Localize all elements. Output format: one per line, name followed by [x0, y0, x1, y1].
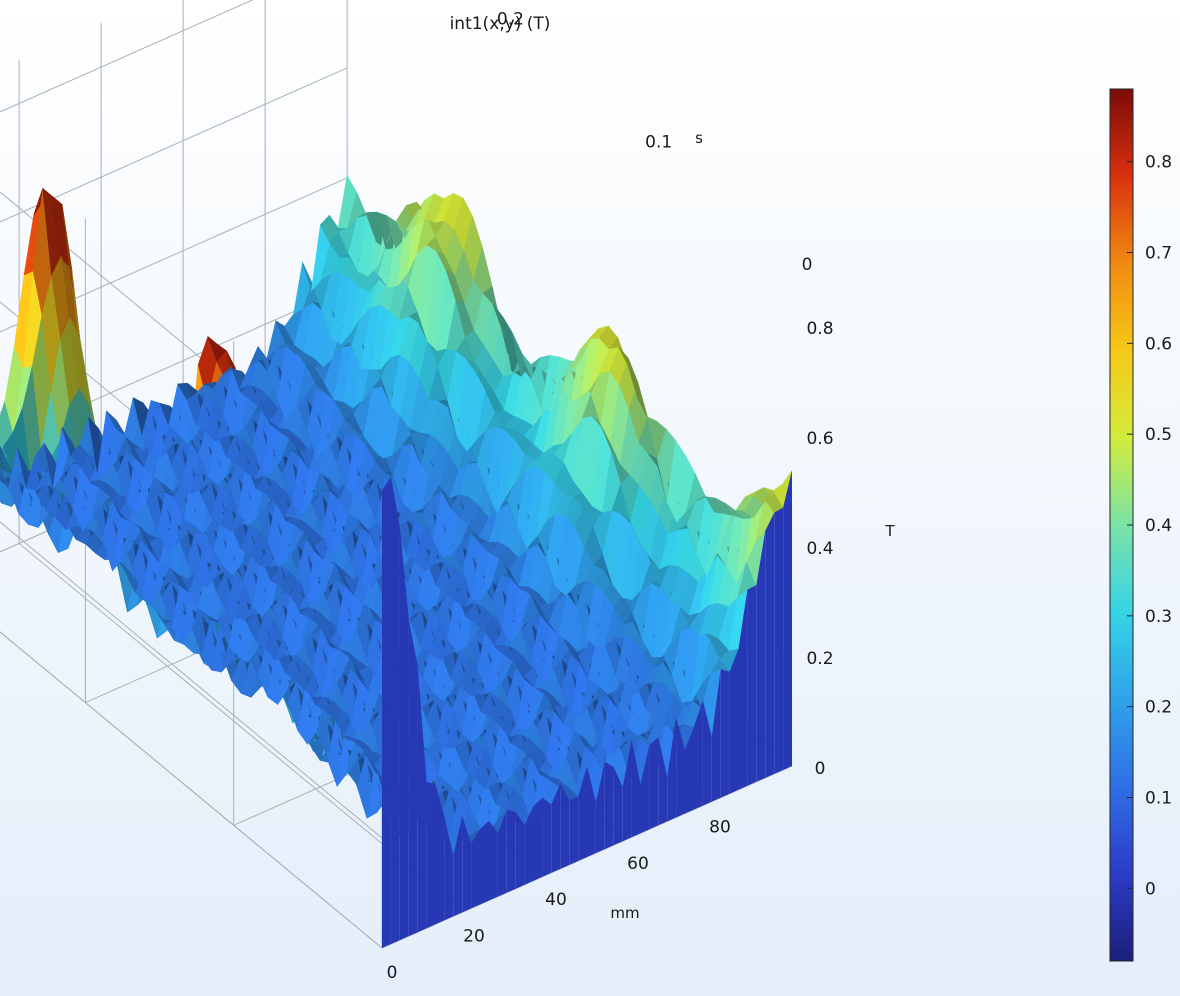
surface-front-skirt — [676, 717, 685, 818]
colorbar-tick-label: 0.7 — [1145, 244, 1172, 264]
surface-front-skirt — [497, 809, 507, 897]
surface-front-skirt — [613, 767, 623, 846]
colorbar-tick-label: 0.3 — [1145, 607, 1172, 627]
surface-front-skirt — [408, 618, 418, 937]
chart-title: int1(x,y) (T) — [450, 14, 551, 34]
surface-front-skirt — [649, 737, 659, 830]
surface-front-skirt — [729, 648, 739, 794]
colorbar-tick-label: 0.4 — [1145, 516, 1172, 536]
surface-front-skirt — [569, 796, 579, 865]
surface-front-skirt — [711, 669, 721, 802]
surface-front-skirt — [489, 820, 498, 901]
surface-front-skirt — [399, 526, 409, 941]
grid-line-floor — [0, 631, 383, 949]
x-tick-label: 80 — [709, 817, 731, 837]
surface-front-skirt — [444, 816, 454, 921]
surface-front-skirt — [738, 589, 748, 790]
surface-front-skirt — [720, 669, 730, 798]
y-tick-label: 0 — [802, 255, 813, 275]
surface-front-skirt — [462, 816, 472, 913]
grid-line-back-wall — [0, 521, 383, 839]
surface-front-skirt — [524, 806, 534, 885]
surface-front-skirt — [453, 816, 463, 917]
surface-front-skirt — [783, 470, 792, 770]
surface-front-skirt — [533, 797, 543, 881]
x-tick-label: 20 — [463, 927, 485, 947]
surface-front-skirt — [506, 809, 516, 893]
z-tick-label: 0.6 — [806, 429, 833, 449]
colorbar-tick-label: 0 — [1145, 879, 1156, 899]
surface-front-skirt — [631, 739, 641, 838]
surface-front-skirt — [417, 666, 427, 933]
surface-front-skirt — [578, 766, 587, 861]
x-axis-label: mm — [610, 904, 639, 922]
surface-front-skirt — [622, 739, 632, 842]
surface-mesh — [0, 174, 793, 948]
z-tick-label: 0 — [815, 759, 826, 779]
surface-front-skirt — [595, 761, 605, 853]
surface-front-skirt — [426, 781, 436, 929]
z-tick-label: 0.8 — [806, 319, 833, 339]
colorbar-tick-label: 0.1 — [1145, 789, 1172, 809]
z-axis-label: T — [884, 522, 895, 540]
surface-front-skirt — [604, 761, 614, 850]
z-tick-label: 0.2 — [806, 649, 833, 669]
surface-front-skirt — [667, 717, 677, 822]
z-tick-label: 0.4 — [806, 539, 833, 559]
surface-front-skirt — [658, 737, 668, 826]
surface-front-skirt — [765, 512, 775, 778]
surface-front-skirt — [747, 585, 757, 786]
colorbar-tick-label: 0.5 — [1145, 425, 1172, 445]
grid-line-side-wall — [0, 0, 254, 113]
colorbar-tick-label: 0.6 — [1145, 334, 1172, 354]
y-tick-label: 0.2 — [497, 10, 524, 30]
colorbar-tick-label: 0.2 — [1145, 698, 1172, 718]
colorbar-ticks: 0 0.1 0.2 0.3 0.4 0.5 0.6 0.7 0.8 — [1127, 153, 1172, 899]
surface-front-skirt — [435, 784, 445, 925]
y-tick-label: 0.1 — [645, 132, 672, 152]
surface-front-skirt — [640, 745, 650, 834]
surface-front-skirt — [515, 811, 525, 889]
surface-front-skirt — [390, 476, 400, 944]
surface-front-skirt — [560, 783, 570, 869]
colorbar-tick-label: 0.8 — [1145, 153, 1172, 173]
surface-front-skirt — [471, 829, 480, 909]
surface-front-skirt — [480, 820, 489, 905]
surface-front-skirt — [587, 766, 596, 857]
surface-front-skirt — [774, 507, 784, 774]
surface-front-skirt — [685, 726, 694, 814]
surface-front-skirt — [694, 700, 703, 810]
colorbar: 0 0.1 0.2 0.3 0.4 0.5 0.6 0.7 0.8 — [1109, 88, 1172, 962]
surface-front-skirt — [542, 797, 552, 877]
x-tick-label: 40 — [545, 890, 567, 910]
surface-front-skirt — [382, 476, 391, 948]
y-axis-label: s — [695, 129, 703, 147]
surface-front-skirt — [702, 700, 712, 806]
surface-front-skirt — [756, 530, 766, 782]
surface-front-skirt — [551, 783, 561, 873]
x-tick-label: 0 — [387, 963, 398, 983]
x-tick-label: 60 — [627, 854, 649, 874]
grid-line-side-wall — [0, 177, 348, 333]
grid-line-side-wall — [0, 67, 348, 223]
